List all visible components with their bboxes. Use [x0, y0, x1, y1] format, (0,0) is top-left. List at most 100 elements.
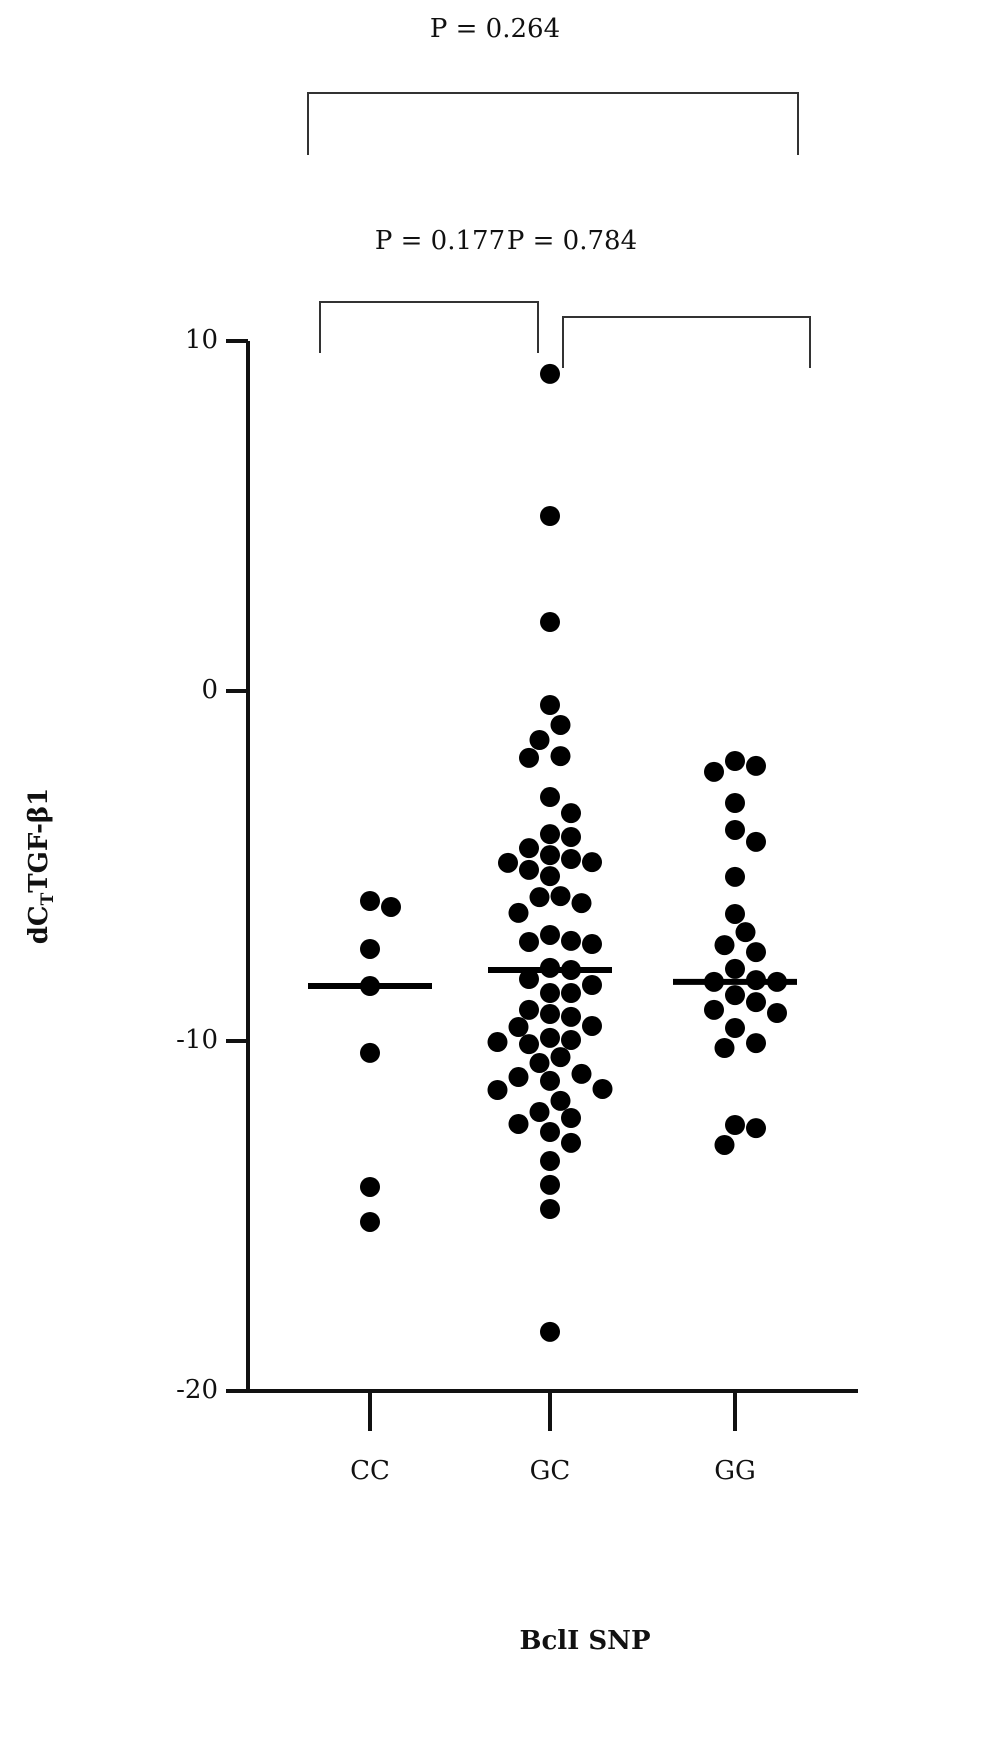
data-point — [550, 886, 571, 907]
data-point — [360, 938, 380, 959]
data-point — [746, 942, 766, 963]
data-point — [540, 866, 560, 887]
data-point — [550, 1090, 571, 1111]
data-point — [540, 1070, 560, 1091]
data-point — [725, 1115, 745, 1135]
data-point — [360, 1176, 380, 1197]
data-point — [582, 852, 602, 873]
data-point — [529, 1053, 550, 1074]
data-point — [746, 1033, 766, 1054]
data-point — [561, 849, 581, 869]
data-point — [540, 1199, 560, 1219]
data-point — [550, 1047, 571, 1068]
y-tick-label: -20 — [176, 1375, 218, 1405]
data-point — [540, 1321, 560, 1342]
data-point — [498, 852, 518, 873]
data-point — [540, 363, 560, 384]
data-point — [561, 803, 581, 824]
data-point — [540, 983, 560, 1004]
data-point — [561, 1029, 581, 1050]
y-tick-label: 0 — [201, 675, 218, 705]
data-point — [540, 1027, 560, 1048]
data-point — [508, 902, 529, 923]
data-point — [360, 1042, 380, 1063]
p-value: P = 0.264 — [430, 14, 560, 44]
data-point — [561, 826, 581, 847]
data-point — [735, 922, 756, 943]
data-point — [540, 787, 560, 808]
data-point — [540, 1174, 560, 1195]
x-tick-label: GC — [530, 1456, 571, 1486]
data-point — [725, 819, 745, 840]
data-point — [746, 1118, 766, 1139]
data-point — [540, 824, 560, 845]
data-point — [714, 1134, 735, 1155]
data-point — [519, 859, 539, 880]
data-point — [704, 999, 724, 1020]
data-point — [519, 931, 539, 952]
data-point — [540, 924, 560, 945]
data-point — [725, 1018, 745, 1039]
data-point — [519, 747, 539, 768]
y-label-sub: T — [38, 892, 58, 905]
y-tick-label: 10 — [185, 325, 218, 355]
data-point — [487, 1032, 508, 1053]
data-point — [540, 695, 560, 715]
data-point — [592, 1078, 613, 1099]
data-point — [360, 891, 380, 911]
data-point — [550, 714, 571, 735]
data-point — [767, 1003, 787, 1023]
data-point — [746, 992, 766, 1013]
bracket — [307, 92, 799, 155]
p-value: P = 0.177 — [375, 226, 505, 256]
data-point — [519, 999, 539, 1020]
y-label-part: dC — [24, 905, 54, 944]
data-point — [519, 838, 539, 859]
bracket — [562, 316, 811, 368]
data-point — [487, 1080, 508, 1100]
data-point — [508, 1017, 529, 1037]
y-axis-label: dCTTGF-β1 — [24, 788, 58, 945]
data-point — [561, 1132, 581, 1153]
data-point — [561, 1006, 581, 1027]
data-point — [529, 730, 550, 750]
data-point — [725, 958, 745, 979]
data-point — [540, 1004, 560, 1025]
bracket — [319, 301, 539, 353]
data-point — [582, 1015, 602, 1036]
data-point — [561, 983, 581, 1004]
data-point — [714, 935, 735, 956]
data-point — [725, 751, 745, 771]
data-point — [725, 866, 745, 887]
data-point — [746, 755, 766, 776]
data-point — [529, 1102, 550, 1123]
data-point — [519, 969, 539, 990]
data-point — [725, 793, 745, 813]
data-point — [725, 985, 745, 1006]
data-point — [540, 1151, 560, 1172]
data-point — [360, 1211, 380, 1232]
data-point — [561, 930, 581, 951]
y-tick-label: -10 — [176, 1025, 218, 1055]
data-point — [582, 975, 602, 995]
data-point — [571, 1063, 592, 1084]
data-point — [561, 1108, 581, 1128]
data-point — [529, 887, 550, 908]
data-point — [725, 903, 745, 924]
data-point — [508, 1113, 529, 1134]
data-point — [714, 1038, 735, 1058]
data-point — [571, 893, 592, 914]
data-point — [550, 746, 571, 767]
data-point — [540, 612, 560, 633]
data-point — [746, 831, 766, 852]
p-value: P = 0.784 — [507, 226, 637, 256]
x-tick-label: GG — [714, 1456, 756, 1486]
data-point — [540, 845, 560, 866]
data-point — [508, 1067, 529, 1088]
x-tick-label: CC — [350, 1456, 390, 1486]
data-point — [704, 761, 724, 782]
data-point — [582, 934, 602, 955]
data-point — [519, 1034, 539, 1055]
data-point — [540, 1122, 560, 1142]
